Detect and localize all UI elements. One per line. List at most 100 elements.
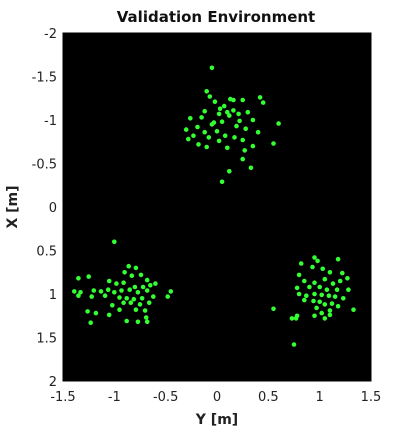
data-point — [112, 239, 117, 245]
data-point — [304, 293, 309, 299]
data-point — [296, 272, 302, 278]
data-point — [335, 256, 341, 262]
y-tick-label: -0.5 — [32, 158, 57, 173]
data-point — [335, 303, 341, 309]
data-point — [117, 295, 122, 300]
data-point — [212, 99, 218, 104]
data-point — [86, 274, 91, 279]
data-point — [291, 342, 297, 347]
data-point — [183, 127, 189, 132]
data-point — [222, 133, 228, 138]
data-point — [140, 284, 146, 290]
data-point — [129, 273, 135, 279]
data-point — [312, 280, 317, 286]
data-point — [72, 289, 77, 294]
data-point — [236, 111, 241, 117]
data-point — [98, 289, 104, 294]
data-point — [121, 300, 126, 306]
y-tick-label: -1.5 — [32, 71, 57, 86]
data-point — [327, 270, 333, 275]
x-axis-label: Y [m] — [195, 412, 238, 428]
data-point — [191, 133, 196, 138]
data-point — [332, 294, 338, 299]
data-point — [340, 270, 345, 276]
data-point — [221, 103, 227, 109]
data-point — [329, 301, 335, 306]
data-point — [298, 261, 304, 266]
data-point — [327, 312, 333, 318]
data-point — [124, 296, 129, 301]
x-tick-label: 1 — [316, 390, 324, 405]
data-point — [327, 308, 333, 313]
data-point — [234, 123, 239, 129]
data-point — [137, 302, 143, 307]
data-point — [326, 293, 332, 299]
data-point — [202, 129, 207, 135]
data-point — [232, 135, 237, 140]
data-point — [345, 276, 350, 281]
data-point — [240, 156, 245, 162]
data-point — [138, 272, 144, 278]
data-point — [151, 294, 156, 299]
data-point — [114, 281, 119, 286]
y-tick-label: 1.5 — [36, 332, 57, 347]
data-point — [209, 65, 215, 71]
data-point — [127, 287, 132, 293]
data-point — [143, 315, 149, 320]
chart-title: Validation Environment — [117, 8, 315, 26]
x-tick-label: 0.5 — [258, 390, 279, 405]
data-point — [248, 165, 254, 171]
data-point — [225, 109, 230, 115]
y-tick-label: 0.5 — [36, 245, 57, 260]
data-point — [144, 277, 150, 283]
data-point — [211, 120, 217, 125]
data-point — [250, 117, 256, 123]
data-point — [319, 292, 325, 298]
data-point — [296, 291, 302, 297]
data-point — [216, 138, 222, 144]
data-point — [289, 316, 295, 321]
data-point — [242, 148, 247, 153]
data-point — [240, 137, 245, 143]
data-point — [312, 313, 317, 319]
data-point — [322, 316, 328, 321]
data-point — [106, 278, 112, 284]
data-point — [294, 313, 300, 319]
data-point — [105, 287, 111, 293]
data-point — [341, 296, 346, 301]
data-point — [188, 116, 193, 121]
x-tick-label: -1.5 — [50, 390, 75, 405]
data-point — [346, 287, 351, 293]
data-point — [122, 270, 127, 275]
data-point — [319, 310, 325, 316]
y-tick-label: 0 — [49, 201, 57, 216]
data-point — [91, 288, 97, 293]
data-point — [337, 278, 343, 284]
data-point — [351, 307, 356, 313]
data-point — [148, 283, 153, 288]
plot-area — [63, 33, 371, 381]
data-point — [139, 296, 145, 301]
data-point — [225, 145, 230, 151]
data-point — [142, 308, 148, 313]
data-point — [196, 142, 201, 147]
data-point — [227, 169, 232, 174]
data-point — [271, 141, 276, 146]
data-point — [199, 115, 204, 120]
data-point — [314, 305, 319, 311]
data-points — [72, 65, 356, 347]
data-point — [302, 278, 307, 284]
data-point — [93, 310, 99, 316]
data-point — [255, 129, 261, 135]
data-point — [135, 290, 141, 295]
data-point — [119, 288, 124, 293]
data-point — [133, 265, 139, 271]
data-point — [206, 135, 212, 140]
y-axis-label: X [m] — [5, 185, 21, 228]
data-point — [245, 109, 251, 115]
data-point — [302, 297, 307, 303]
data-point — [312, 291, 317, 297]
data-point — [214, 129, 220, 134]
data-point — [110, 303, 115, 308]
